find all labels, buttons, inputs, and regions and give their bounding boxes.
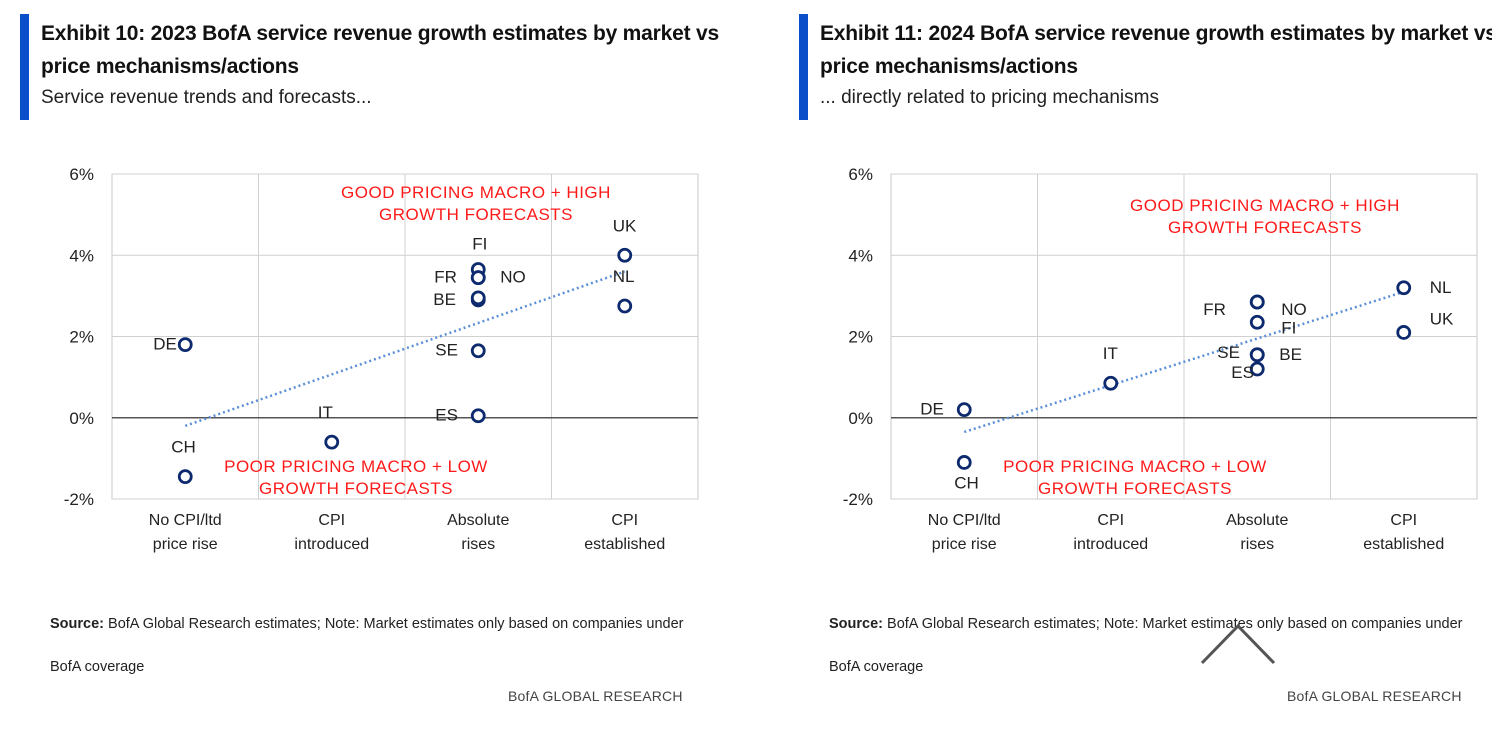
- point-label: BE: [433, 290, 456, 309]
- data-point: [1249, 294, 1265, 310]
- y-tick-label: 0%: [69, 409, 94, 428]
- trendline: [963, 290, 1405, 434]
- x-category-label: price rise: [153, 536, 218, 553]
- point-label: BE: [1279, 345, 1302, 364]
- quadrant-annotation: GROWTH FORECASTS: [1168, 218, 1362, 237]
- source-note: Source: BofA Global Research estimates; …: [50, 603, 690, 689]
- x-category-label: established: [1363, 536, 1444, 553]
- scatter-chart-2023: -2% 0% 2% 4% 6% No CPI/ltd price rise CPI introd…: [0, 150, 740, 580]
- point-label: CH: [171, 438, 196, 457]
- caret-cursor-icon: [1200, 623, 1276, 665]
- scatter-chart-2024: -2% 0% 2% 4% 6% No CPI/ltd price rise CPI introd…: [779, 150, 1492, 580]
- exhibit-title: Exhibit 10: 2023 BofA service revenue gr…: [41, 22, 719, 78]
- data-point: [470, 270, 486, 285]
- x-category-label: introduced: [1073, 536, 1148, 553]
- quadrant-annotation: GOOD PRICING MACRO + HIGH: [1130, 196, 1400, 215]
- x-category-label: No CPI/ltd: [928, 512, 1001, 529]
- quadrant-annotation: GROWTH FORECASTS: [259, 479, 453, 498]
- exhibit-subtitle: ... directly related to pricing mechanis…: [820, 87, 1159, 108]
- quadrant-annotation: GOOD PRICING MACRO + HIGH: [341, 183, 611, 202]
- x-category-label: introduced: [294, 536, 369, 553]
- data-point: [1249, 314, 1265, 330]
- y-tick-label: 6%: [848, 165, 873, 184]
- data-point: [1396, 280, 1412, 296]
- y-tick-label: 4%: [848, 246, 873, 265]
- chart-svg: -2% 0% 2% 4% 6% No CPI/ltd price rise CPI introd…: [64, 165, 699, 553]
- x-category-label: established: [584, 536, 665, 553]
- y-tick-label: -2%: [64, 490, 94, 509]
- y-tick-label: -2%: [843, 490, 873, 509]
- source-text: BofA Global Research estimates; Note: Ma…: [829, 616, 1463, 675]
- quadrant-annotation: POOR PRICING MACRO + LOW: [224, 457, 488, 476]
- y-tick-label: 0%: [848, 409, 873, 428]
- x-category-label: CPI: [318, 512, 345, 529]
- x-category-label: CPI: [611, 512, 638, 529]
- x-category-label: CPI: [1097, 512, 1124, 529]
- point-label: NO: [1281, 300, 1307, 319]
- source-label: Source:: [829, 616, 883, 632]
- brand-footer: BofA GLOBAL RESEARCH: [1287, 688, 1462, 704]
- chart-svg: -2% 0% 2% 4% 6% No CPI/ltd price rise CPI introd…: [843, 165, 1478, 553]
- data-point: [617, 298, 633, 314]
- x-category-label: price rise: [932, 536, 997, 553]
- point-label: FR: [434, 268, 457, 287]
- y-tick-label: 6%: [69, 165, 94, 184]
- point-label: NL: [613, 267, 635, 286]
- point-label: CH: [954, 473, 979, 492]
- y-tick-label: 2%: [69, 328, 94, 347]
- x-category-label: rises: [461, 536, 495, 553]
- source-text: BofA Global Research estimates; Note: Ma…: [50, 616, 684, 675]
- y-tick-label: 4%: [69, 246, 94, 265]
- point-label: DE: [153, 335, 177, 354]
- point-label: IT: [318, 403, 333, 422]
- point-label: UK: [1430, 309, 1454, 328]
- y-tick-label: 2%: [848, 328, 873, 347]
- data-point: [1396, 325, 1412, 340]
- data-point: [177, 337, 193, 353]
- point-label: FI: [1281, 318, 1296, 337]
- data-point: [1249, 347, 1265, 363]
- point-label: IT: [1103, 344, 1118, 363]
- source-note: Source: BofA Global Research estimates; …: [829, 603, 1469, 689]
- data-point: [470, 408, 486, 424]
- point-label: ES: [435, 406, 458, 425]
- point-label: SE: [435, 341, 458, 360]
- point-label: DE: [920, 400, 944, 419]
- data-point: [1249, 361, 1265, 377]
- point-label: FI: [472, 234, 487, 253]
- point-label: SE: [1217, 343, 1240, 362]
- point-label: UK: [613, 216, 637, 235]
- data-point: [177, 469, 193, 485]
- quadrant-annotation: GROWTH FORECASTS: [1038, 479, 1232, 498]
- data-point: [470, 290, 486, 306]
- x-category-label: rises: [1240, 536, 1274, 553]
- data-point: [1103, 375, 1119, 391]
- exhibit-10: Exhibit 10: 2023 BofA service revenue gr…: [0, 0, 740, 731]
- quadrant-annotation: POOR PRICING MACRO + LOW: [1003, 457, 1267, 476]
- point-label: NO: [500, 268, 526, 287]
- brand-footer: BofA GLOBAL RESEARCH: [508, 688, 683, 704]
- accent-bar: [799, 14, 808, 120]
- data-point: [617, 247, 633, 263]
- data-point: [470, 343, 486, 359]
- x-category-label: Absolute: [447, 512, 509, 529]
- point-label: ES: [1231, 363, 1254, 382]
- x-category-label: CPI: [1390, 512, 1417, 529]
- data-point: [324, 434, 340, 450]
- data-point: [956, 455, 972, 470]
- point-label: NL: [1430, 278, 1452, 297]
- quadrant-annotation: GROWTH FORECASTS: [379, 205, 573, 224]
- exhibit-11: Exhibit 11: 2024 BofA service revenue gr…: [779, 0, 1492, 731]
- x-category-label: No CPI/ltd: [149, 512, 222, 529]
- point-label: FR: [1203, 300, 1226, 319]
- exhibit-title: Exhibit 11: 2024 BofA service revenue gr…: [820, 22, 1492, 78]
- source-label: Source:: [50, 616, 104, 632]
- data-point: [956, 402, 972, 418]
- x-category-label: Absolute: [1226, 512, 1288, 529]
- exhibit-subtitle: Service revenue trends and forecasts...: [41, 87, 372, 108]
- accent-bar: [20, 14, 29, 120]
